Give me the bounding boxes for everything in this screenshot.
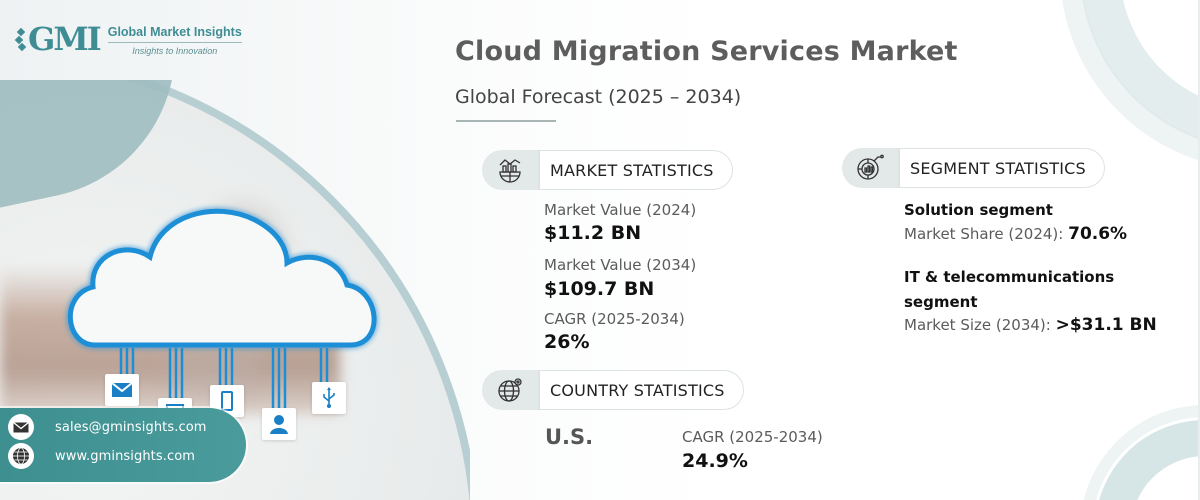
website-link[interactable]: www.gminsights.com	[55, 448, 196, 464]
country-name: U.S.	[545, 425, 594, 449]
globe-icon	[8, 443, 34, 469]
segment-metric-value: >$31.1 BN	[1055, 315, 1157, 335]
email-contact[interactable]: sales@gminsights.com	[8, 414, 207, 440]
market-value-2034-value: $109.7 BN	[544, 278, 655, 300]
brand-name: Global Market Insights	[107, 25, 242, 43]
pie-chart-icon	[842, 148, 898, 188]
segment-title-continued: segment	[904, 293, 978, 311]
market-value-2024-value: $11.2 BN	[544, 222, 642, 244]
segment-metric-label: Market Share (2024):	[904, 225, 1064, 243]
segment-metric: Market Share (2024): 70.6%	[904, 224, 1127, 244]
contact-bar: sales@gminsights.com www.gminsights.com	[0, 408, 246, 482]
country-cagr-value: 24.9%	[682, 450, 748, 472]
gmi-logo: GMI Global Market Insights Insights to I…	[14, 20, 242, 58]
page-title: Cloud Migration Services Market	[455, 36, 958, 67]
globe-pin-icon	[482, 370, 538, 410]
page-subtitle: Global Forecast (2025 – 2034)	[455, 86, 742, 108]
title-divider	[456, 120, 556, 122]
segment-title: IT & telecommunications	[904, 268, 1115, 286]
chart-globe-icon	[482, 150, 538, 190]
segment-statistics-header: SEGMENT STATISTICS	[842, 148, 1105, 188]
country-statistics-title: COUNTRY STATISTICS	[538, 370, 744, 410]
segment-metric-value: 70.6%	[1068, 224, 1128, 244]
cagr-label: CAGR (2025-2034)	[544, 310, 685, 328]
email-link[interactable]: sales@gminsights.com	[55, 419, 207, 435]
logo-diamond-icon	[14, 27, 27, 52]
country-statistics-header: COUNTRY STATISTICS	[482, 370, 744, 410]
segment-metric-label: Market Size (2034):	[904, 316, 1051, 334]
segment-statistics-title: SEGMENT STATISTICS	[898, 148, 1105, 188]
market-value-2024-label: Market Value (2024)	[544, 201, 697, 219]
logo-mark: GMI	[14, 20, 102, 58]
user-icon	[262, 408, 296, 440]
market-value-2034-label: Market Value (2034)	[544, 256, 697, 274]
market-statistics-title: MARKET STATISTICS	[538, 150, 733, 190]
segment-metric: Market Size (2034): >$31.1 BN	[904, 315, 1157, 335]
market-statistics-header: MARKET STATISTICS	[482, 150, 733, 190]
country-cagr-label: CAGR (2025-2034)	[682, 428, 823, 446]
envelope-icon	[8, 414, 34, 440]
website-contact[interactable]: www.gminsights.com	[8, 443, 195, 469]
segment-title: Solution segment	[904, 201, 1053, 219]
usb-icon	[312, 382, 346, 414]
mail-icon	[105, 374, 139, 406]
brand-tagline: Insights to Innovation	[132, 46, 218, 56]
cagr-value: 26%	[544, 331, 590, 353]
logo-mark-text: GMI	[28, 20, 102, 58]
